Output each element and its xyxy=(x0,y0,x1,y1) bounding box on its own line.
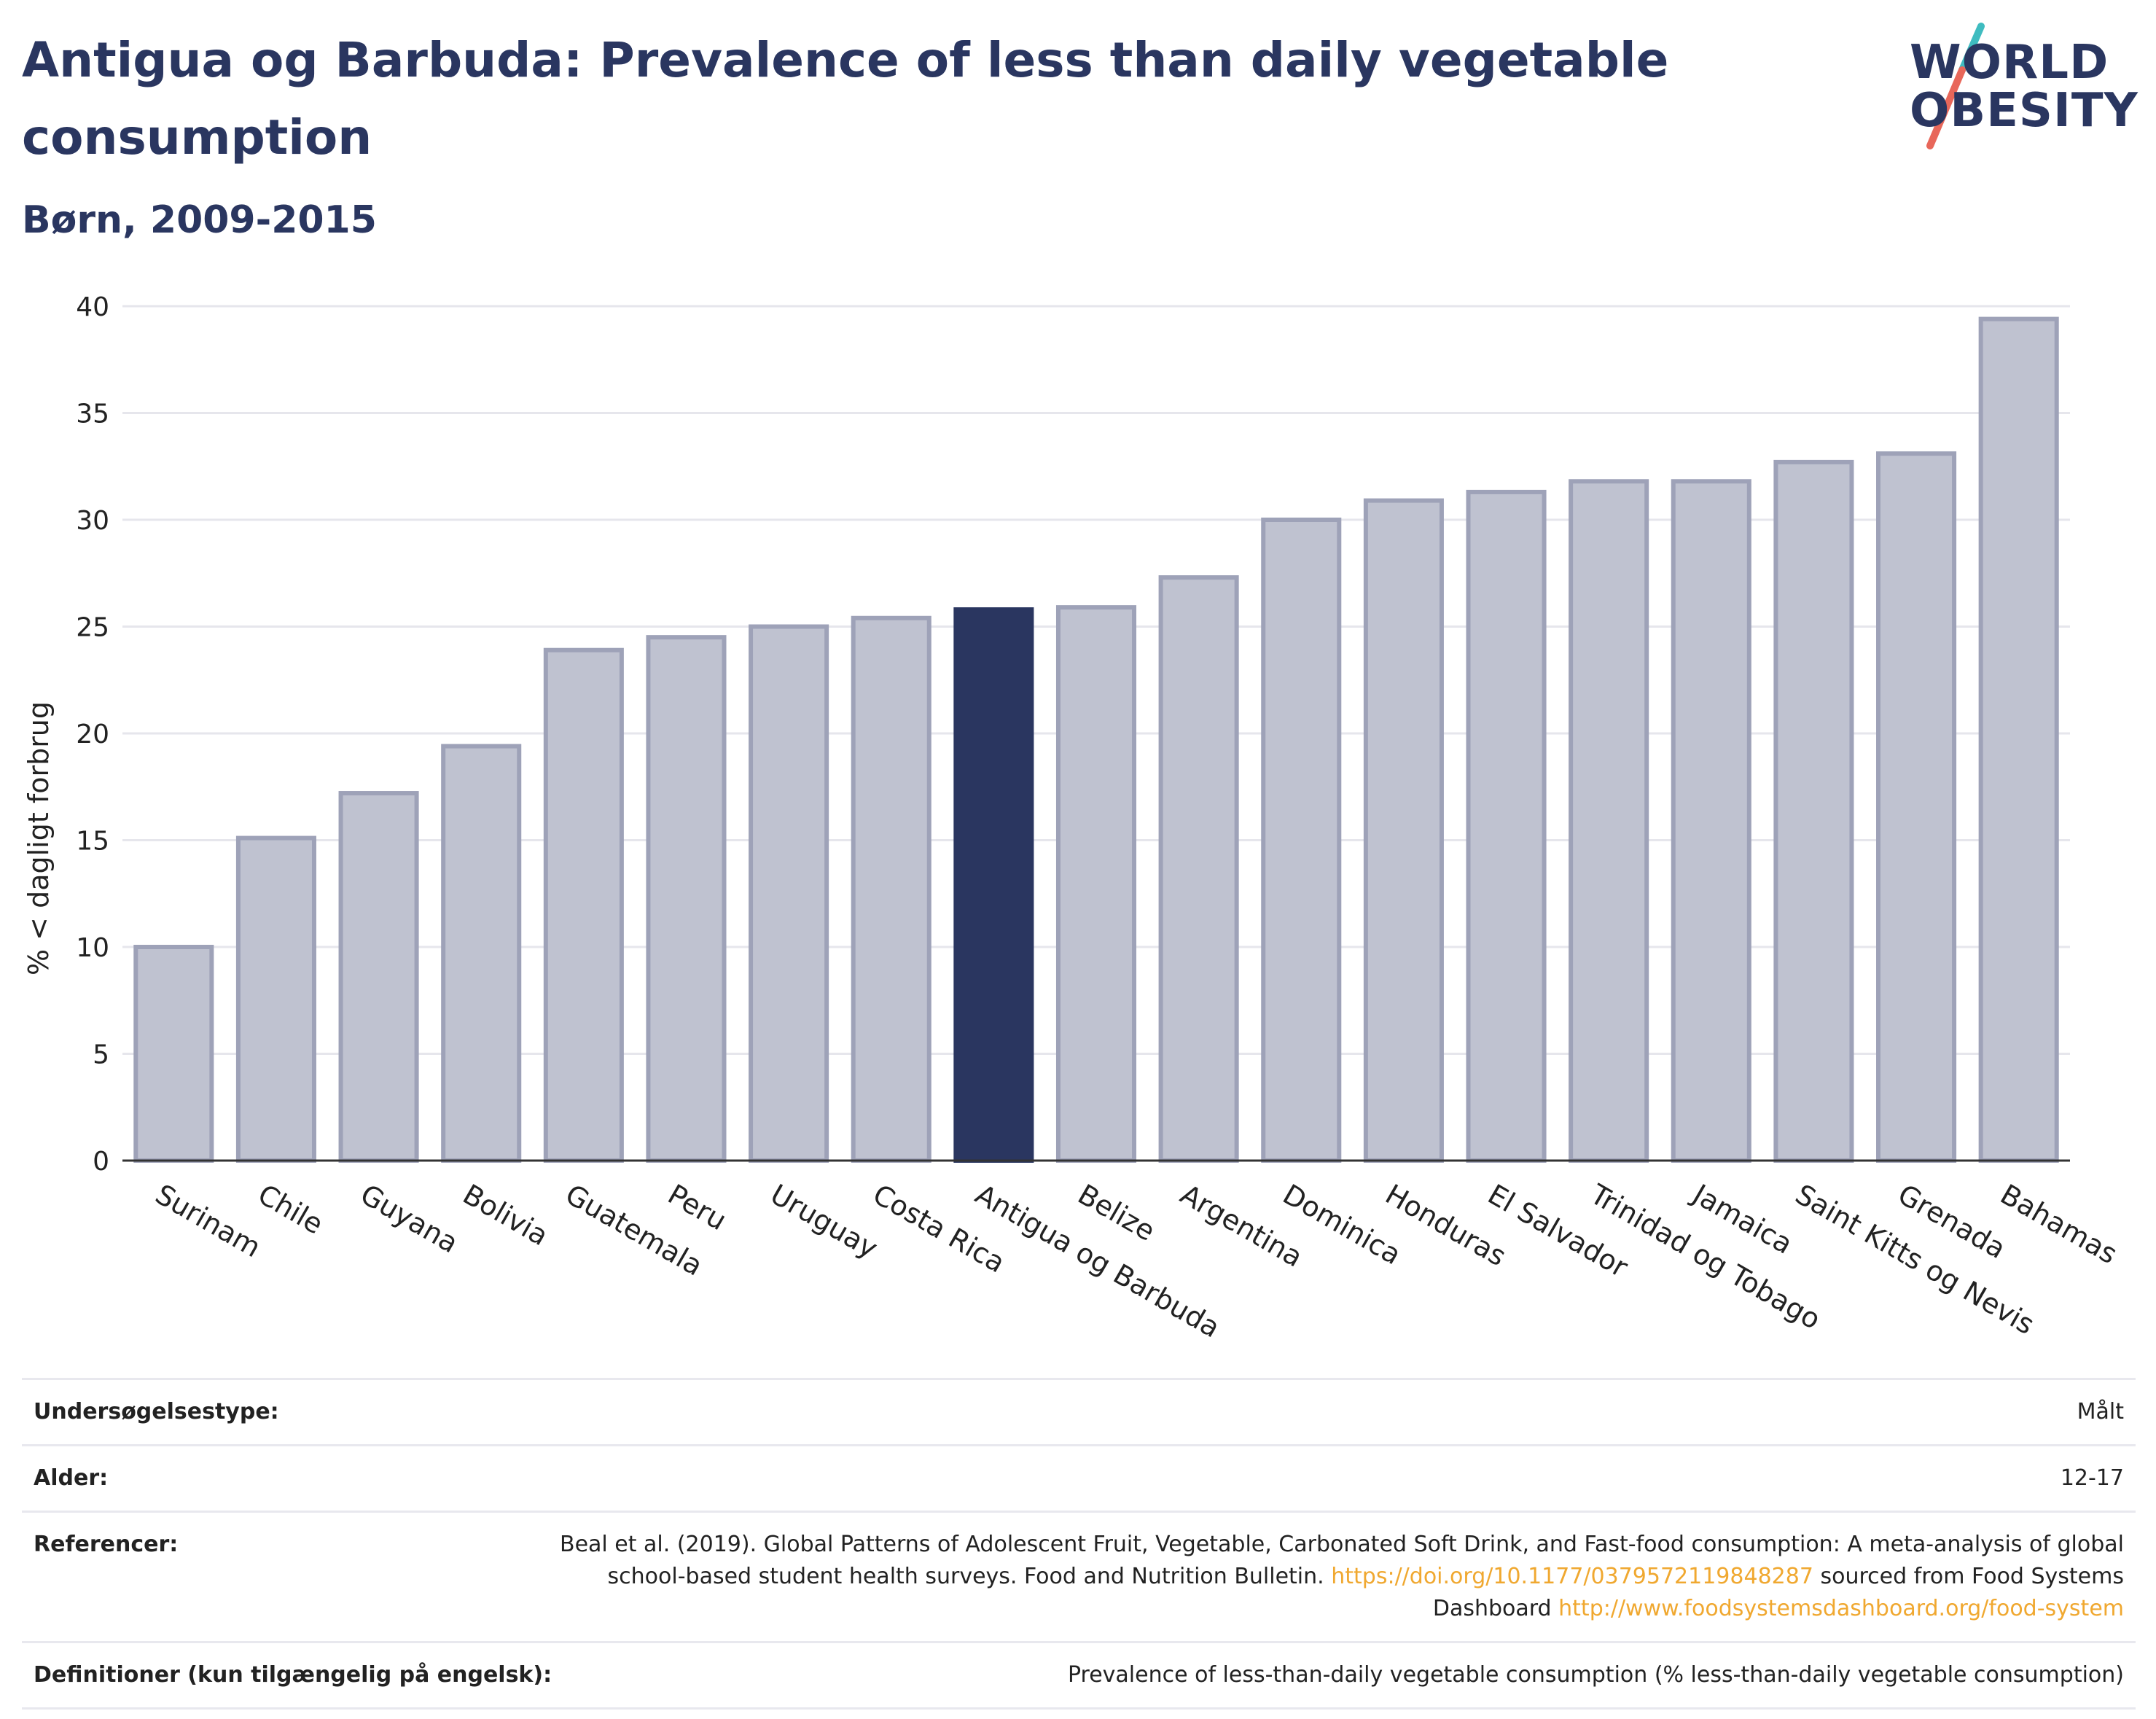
bar-dominica xyxy=(1261,518,1342,1163)
bar-jamaica xyxy=(1671,479,1751,1163)
bar-grenada xyxy=(1876,451,1957,1163)
x-tick-label: Surinam xyxy=(150,1178,267,1263)
x-tick-label: Guyana xyxy=(355,1178,464,1259)
bar-argentina xyxy=(1158,575,1239,1163)
y-tick-label: 40 xyxy=(76,292,109,322)
y-tick-label: 15 xyxy=(76,827,109,857)
y-tick-label: 5 xyxy=(93,1040,109,1070)
bar-honduras xyxy=(1363,498,1444,1163)
survey-type-value: Målt xyxy=(2077,1399,2124,1424)
reference-source-text: sourced from Food Systems Dashboard xyxy=(1432,1564,2124,1621)
bar-trinidad-og-tobago xyxy=(1569,479,1649,1163)
bar-antigua-og-barbuda xyxy=(953,607,1034,1163)
info-row-references: Referencer: Beal et al. (2019). Global P… xyxy=(22,1511,2136,1641)
y-tick-label: 35 xyxy=(76,399,109,429)
chart-ticks: 0 5 10 15 20 25 30 35 40 xyxy=(76,292,2070,1177)
definitions-label: Definitioner (kun tilgængelig på engelsk… xyxy=(34,1662,552,1688)
x-tick-label: Peru xyxy=(663,1178,732,1236)
page-subtitle: Børn, 2009-2015 xyxy=(22,198,377,242)
bar-guatemala xyxy=(543,647,624,1163)
info-row-age: Alder: 12-17 xyxy=(22,1444,2136,1511)
x-tick-label: Bolivia xyxy=(458,1178,554,1252)
dashboard-link[interactable]: http://www.foodsystemsdashboard.org/food… xyxy=(1558,1596,2124,1621)
bar-chile xyxy=(235,835,316,1163)
bar-belize xyxy=(1055,605,1137,1163)
x-tick-label: Chile xyxy=(252,1178,328,1241)
age-label: Alder: xyxy=(34,1465,109,1491)
y-tick-label: 25 xyxy=(76,613,109,643)
info-row-definitions: Definitioner (kun tilgængelig på engelsk… xyxy=(22,1641,2136,1710)
bar-costa-rica xyxy=(851,615,931,1163)
bar-guyana xyxy=(338,791,419,1163)
bar-surinam xyxy=(133,945,214,1163)
chart-bars xyxy=(133,316,2059,1163)
info-table: Undersøgelsestype: Målt Alder: 12-17 Ref… xyxy=(22,1378,2136,1710)
references-value: Beal et al. (2019). Global Patterns of A… xyxy=(535,1529,2124,1625)
bar-uruguay xyxy=(749,624,829,1163)
reference-text: Beal et al. (2019). Global Patterns of A… xyxy=(559,1532,2124,1589)
y-axis-label: % < dagligt forbrug xyxy=(23,701,55,975)
references-label: Referencer: xyxy=(34,1532,179,1557)
y-tick-label: 10 xyxy=(76,933,109,963)
logo-line-world: WORLD xyxy=(1910,36,2109,90)
bar-bolivia xyxy=(441,744,522,1163)
survey-type-label: Undersøgelsestype: xyxy=(34,1399,279,1424)
x-tick-label: Bahamas xyxy=(1995,1178,2122,1271)
logo-line-obesity: OBESITY xyxy=(1910,84,2139,138)
y-tick-label: 30 xyxy=(76,506,109,536)
x-tick-label: Uruguay xyxy=(765,1178,883,1265)
bar-bahamas xyxy=(1978,316,2059,1163)
bar-el-salvador xyxy=(1466,489,1547,1163)
doi-link[interactable]: https://doi.org/10.1177/0379572119848287 xyxy=(1331,1564,1813,1589)
bar-saint-kitts-og-nevis xyxy=(1773,459,1854,1163)
definitions-value: Prevalence of less-than-daily vegetable … xyxy=(1067,1662,2124,1688)
age-value: 12-17 xyxy=(2060,1465,2124,1491)
bar-peru xyxy=(646,635,727,1163)
logo-slash-icon xyxy=(1926,23,1985,149)
y-tick-label: 20 xyxy=(76,720,109,749)
y-tick-label: 0 xyxy=(93,1147,109,1177)
world-obesity-logo: WORLD OBESITY xyxy=(1902,22,2143,153)
page-title: Antigua og Barbuda: Prevalence of less t… xyxy=(22,32,1669,165)
info-row-survey-type: Undersøgelsestype: Målt xyxy=(22,1378,2136,1444)
